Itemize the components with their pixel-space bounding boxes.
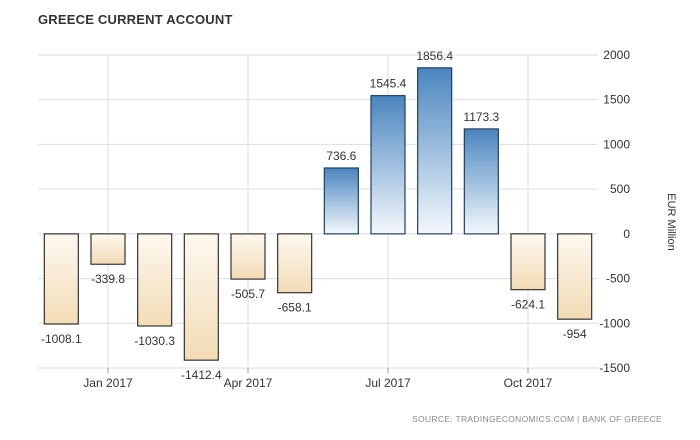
x-tick-label: Oct 2017 [504, 376, 553, 390]
source-label: SOURCE: [412, 414, 456, 424]
y-tick-label: 2000 [603, 48, 630, 62]
bar [277, 233, 313, 294]
bar-value-label: -1030.3 [134, 334, 175, 348]
x-tick-label: Apr 2017 [224, 376, 273, 390]
bar-value-label: -1008.1 [41, 332, 82, 346]
y-axis-ticks: 2000 1500 1000 500 0 -500 -1000 -1500 [599, 48, 630, 375]
source-link[interactable]: TRADINGECONOMICS.COM [455, 414, 575, 424]
bar-value-label: -954 [563, 327, 587, 341]
bar [183, 233, 219, 361]
y-tick-label: -1000 [599, 316, 630, 330]
bar-value-label: 1173.3 [463, 110, 499, 124]
bars [43, 67, 593, 361]
x-tick-label: Jan 2017 [83, 376, 133, 390]
bar-value-label: 1856.4 [416, 49, 453, 63]
bar-value-label: -505.7 [231, 287, 265, 301]
bar [43, 233, 79, 325]
data-labels: -1008.1 -339.8 -1030.3 -1412.4 -505.7 -658.1 7… [41, 49, 587, 382]
y-axis-title: EUR Million [665, 193, 677, 250]
bar-value-label: -624.1 [511, 298, 545, 312]
y-tick-label: -1500 [599, 361, 630, 375]
x-axis-ticks: Jan 2017 Apr 2017 Jul 2017 Oct 2017 [83, 368, 553, 390]
bar [510, 233, 546, 291]
source-attribution: SOURCE: TRADINGECONOMICS.COM | BANK OF G… [412, 414, 662, 424]
bar-value-label: 1545.4 [370, 77, 407, 91]
chart-title: GREECE CURRENT ACCOUNT [38, 12, 233, 27]
y-tick-label: 1000 [603, 137, 630, 151]
bar [370, 95, 406, 235]
y-tick-label: 0 [623, 227, 630, 241]
bar [230, 233, 266, 280]
bar-value-label: -1412.4 [181, 368, 222, 382]
bar-value-label: -658.1 [278, 301, 312, 315]
bar [463, 128, 499, 235]
bar-value-label: -339.8 [91, 272, 125, 286]
bar [90, 233, 126, 265]
bar [557, 233, 593, 320]
source-publisher: BANK OF GREECE [582, 414, 662, 424]
y-tick-label: 1500 [603, 93, 630, 107]
bar [417, 67, 453, 235]
bar [323, 167, 359, 235]
bar [137, 233, 173, 327]
y-tick-label: 500 [610, 182, 630, 196]
gridlines [38, 54, 598, 369]
y-tick-label: -500 [606, 272, 630, 286]
bar-value-label: 736.6 [326, 149, 356, 163]
source-separator: | [574, 414, 583, 424]
x-tick-label: Jul 2017 [365, 376, 411, 390]
